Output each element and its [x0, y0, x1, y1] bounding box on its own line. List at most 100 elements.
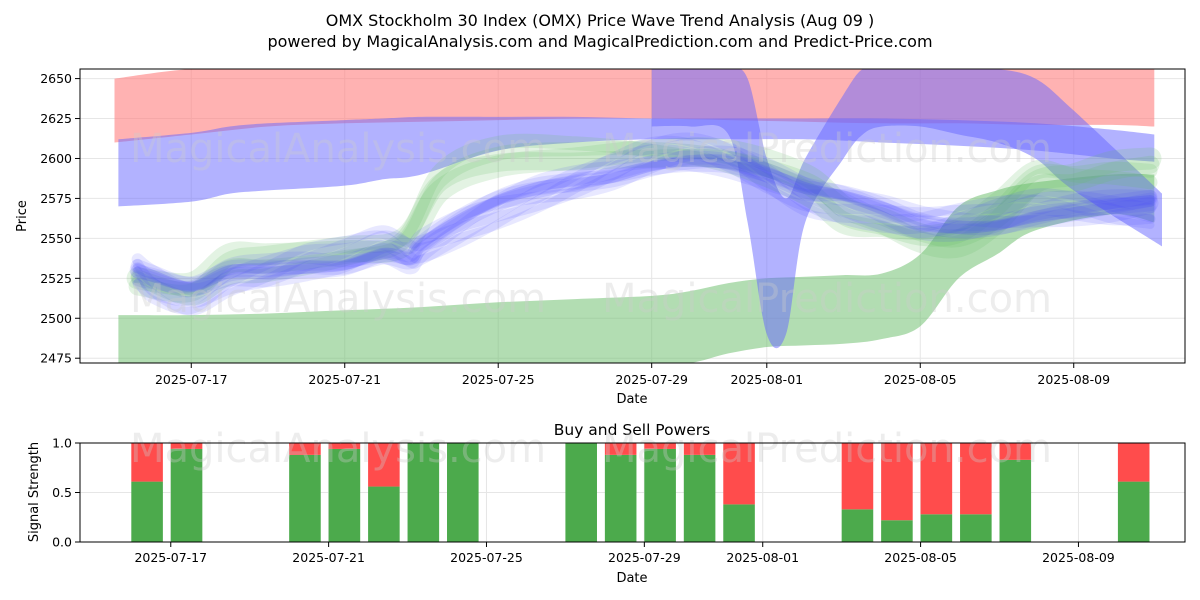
blue-wave-line-4: [132, 154, 1156, 292]
watermark-prediction-top2: MagicalPrediction.com: [602, 276, 1052, 322]
price-y-tick-label: 2625: [40, 111, 72, 126]
green-wave-line-3: [130, 141, 1158, 297]
buy-bar: [683, 454, 716, 542]
watermark-analysis-bottom: MagicalAnalysis.com: [130, 426, 546, 472]
blue-wave-line-10: [133, 135, 1155, 315]
green-wave-lines: [126, 133, 1162, 306]
green-wave-line-1: [128, 148, 1160, 303]
blue-wave-line-6: [132, 156, 1156, 292]
sell-bar: [131, 443, 163, 482]
price-y-tick-label: 2475: [40, 351, 72, 366]
buy-bar: [131, 481, 163, 542]
sell-bar: [841, 443, 874, 510]
price-x-tick-label: 2025-08-01: [730, 372, 803, 387]
price-x-tick-label: 2025-08-05: [884, 372, 957, 387]
sell-bar: [644, 443, 676, 449]
watermark-prediction-bottom: MagicalPrediction.com: [602, 426, 1052, 472]
blue-wave-line-7: [130, 153, 1158, 292]
buy-bar: [841, 509, 874, 542]
buy-sell-x-tick-label: 2025-07-29: [608, 550, 681, 565]
buy-sell-x-axis-label: Date: [616, 571, 647, 586]
blue-wave-line-0: [133, 132, 1155, 316]
price-x-ticks: 2025-07-17 2025-07-21 2025-07-25 2025-07-29…: [155, 363, 1110, 387]
price-x-tick-label: 2025-07-25: [462, 372, 535, 387]
buy-bar: [170, 448, 203, 542]
buy-bar: [1117, 481, 1150, 542]
buy-sell-x-tick-label: 2025-08-01: [726, 550, 799, 565]
sell-bar: [881, 443, 913, 521]
blue-wave-line-2: [131, 156, 1157, 294]
buy-bar: [999, 459, 1032, 542]
buy-bar: [328, 448, 361, 542]
buy-bar: [881, 520, 913, 542]
sell-bar: [683, 443, 716, 455]
price-y-tick-label: 2600: [40, 151, 72, 166]
buy-sell-y-tick-label: 1.0: [52, 436, 72, 451]
price-y-axis-label: Price: [15, 200, 30, 232]
buy-bar: [368, 486, 400, 542]
blue-wave-line-1: [132, 144, 1156, 307]
sell-bar: [170, 443, 203, 449]
buy-sell-y-tick-label: 0.5: [52, 485, 72, 500]
buy-sell-x-ticks: 2025-07-17 2025-07-21 2025-07-25 2025-07-29…: [134, 542, 1115, 565]
buy-bar: [723, 504, 755, 542]
buy-sell-y-axis-label: Signal Strength: [27, 442, 42, 542]
buy-sell-x-tick-label: 2025-08-05: [884, 550, 957, 565]
buy-bar: [604, 454, 637, 542]
sell-bar: [368, 443, 400, 487]
sell-bar: [604, 443, 637, 455]
buy-sell-x-tick-label: 2025-07-17: [134, 550, 207, 565]
buy-sell-panel: Buy and Sell Powers MagicalAnalysis.com …: [27, 421, 1186, 586]
price-y-ticks: 2475 2500 2525 2550 2575 2600 2625 2650: [40, 71, 80, 366]
price-bands: [114, 69, 1162, 363]
watermark-prediction-top1: MagicalPrediction.com: [602, 126, 1052, 172]
chart-subtitle: powered by MagicalAnalysis.com and Magic…: [267, 32, 932, 51]
sell-bar: [723, 443, 755, 505]
buy-sell-y-tick-label: 0.0: [52, 535, 72, 550]
sell-bar: [920, 443, 953, 515]
buy-sell-title: Buy and Sell Powers: [554, 421, 711, 439]
price-y-tick-label: 2550: [40, 231, 72, 246]
buy-bar: [565, 443, 597, 542]
watermark-analysis-top2: MagicalAnalysis.com: [130, 276, 546, 322]
green-wave-line-2: [126, 137, 1162, 296]
blue-wave-line-8: [131, 145, 1157, 296]
price-y-tick-label: 2575: [40, 191, 72, 206]
chart-title: OMX Stockholm 30 Index (OMX) Price Wave …: [326, 11, 875, 30]
buy-sell-bars: [131, 443, 1150, 542]
buy-bar: [920, 514, 953, 542]
price-wave-panel: MagicalAnalysis.com MagicalPrediction.co…: [15, 68, 1186, 407]
buy-sell-x-tick-label: 2025-08-09: [1042, 550, 1115, 565]
price-y-tick-label: 2500: [40, 311, 72, 326]
blue-wave-lines: [129, 132, 1159, 316]
blue-wave-line-9: [132, 137, 1156, 308]
buy-bar: [960, 514, 992, 542]
price-x-tick-label: 2025-08-09: [1037, 372, 1110, 387]
buy-sell-x-tick-label: 2025-07-21: [292, 550, 365, 565]
price-plot-frame: [79, 68, 1186, 364]
buy-bar: [447, 443, 479, 542]
green-lower-band: [118, 173, 1155, 363]
blue-wave-line-5: [129, 150, 1159, 298]
price-y-tick-label: 2525: [40, 271, 72, 286]
sell-bar: [999, 443, 1032, 460]
sell-bar: [328, 443, 361, 449]
watermark-analysis-top1: MagicalAnalysis.com: [130, 126, 546, 172]
buy-bar: [289, 454, 321, 542]
sell-bar: [289, 443, 321, 455]
price-x-axis-label: Date: [616, 392, 647, 407]
blue-upper-band: [118, 116, 1155, 207]
blue-wave-line-3: [130, 157, 1158, 291]
sell-bar: [1117, 443, 1150, 482]
price-x-tick-label: 2025-07-17: [155, 372, 228, 387]
price-x-tick-label: 2025-07-21: [308, 372, 381, 387]
sell-bar: [960, 443, 992, 515]
buy-sell-y-ticks: 0.0 0.5 1.0: [52, 436, 80, 550]
buy-sell-x-tick-label: 2025-07-25: [450, 550, 523, 565]
buy-bar: [407, 443, 440, 542]
buy-bar: [644, 448, 676, 542]
price-x-tick-label: 2025-07-29: [615, 372, 688, 387]
green-wave-line-0: [130, 133, 1158, 306]
price-y-tick-label: 2650: [40, 71, 72, 86]
